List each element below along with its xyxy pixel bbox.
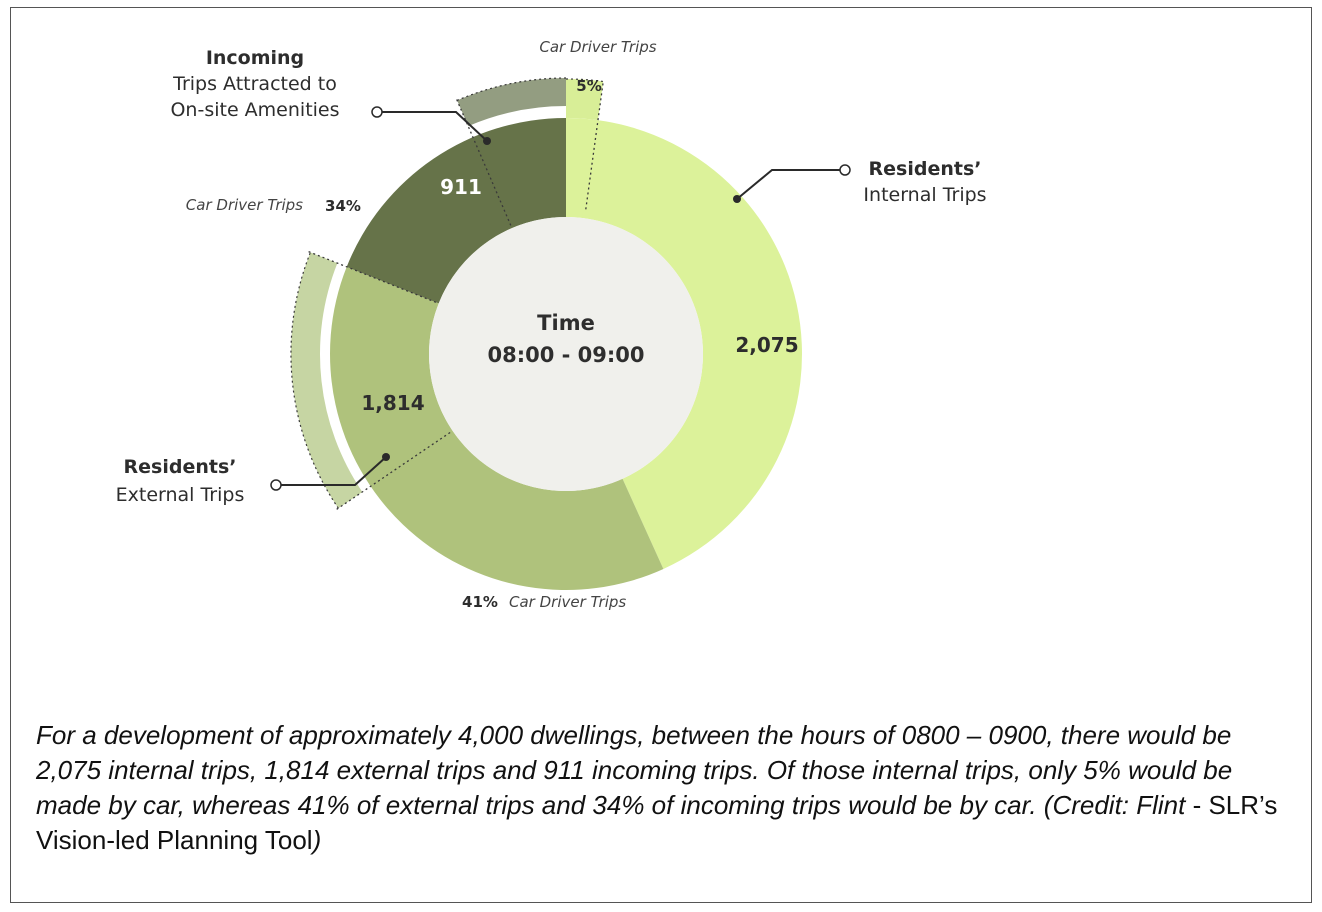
callout-subtitle-incoming-2: On-site Amenities xyxy=(170,99,339,121)
callout-line-internal xyxy=(736,169,840,200)
callout-end-incoming xyxy=(371,106,383,118)
caption-italic-text: For a development of approximately 4,000… xyxy=(36,720,1233,820)
pct-label-internal: 5% xyxy=(576,77,601,95)
car-driver-arc-internal xyxy=(565,78,604,83)
ring-segment-incoming xyxy=(346,118,566,304)
car-driver-sector-incoming xyxy=(457,78,566,127)
car-label-internal: Car Driver Trips xyxy=(539,38,656,56)
ring-segment-internal xyxy=(566,118,802,569)
car-driver-arc-incoming xyxy=(456,77,567,101)
car-driver-divider-external-start xyxy=(335,431,451,511)
callout-title-external: Residents’ xyxy=(124,456,237,478)
callout-dot-external xyxy=(382,453,390,461)
center-title: Time xyxy=(537,311,595,335)
donut-chart: 2,075 1,814 911 Time 08:00 - 09:00 Residents’… xyxy=(116,38,987,611)
callout-subtitle-external: External Trips xyxy=(116,484,245,506)
center-time-range: 08:00 - 09:00 xyxy=(487,343,644,367)
callout-end-internal xyxy=(839,164,851,176)
caption-close-paren: ) xyxy=(312,825,322,855)
car-driver-sector-external xyxy=(290,252,363,509)
callout-title-internal: Residents’ xyxy=(869,158,982,180)
callout-line-external xyxy=(281,456,387,486)
value-label-internal: 2,075 xyxy=(735,333,798,357)
figure-caption: For a development of approximately 4,000… xyxy=(36,718,1296,858)
callout-dot-internal xyxy=(733,195,741,203)
car-label-incoming: Car Driver Trips xyxy=(186,196,303,214)
callout-title-incoming: Incoming xyxy=(206,47,304,69)
car-driver-divider-internal xyxy=(585,80,605,210)
value-label-incoming: 911 xyxy=(440,175,482,199)
caption-plain-text: - SLR’s Vision-led Planning Tool xyxy=(36,790,1278,855)
center-disc xyxy=(429,217,703,491)
car-label-external: Car Driver Trips xyxy=(509,593,626,611)
car-driver-sector-internal xyxy=(566,79,604,121)
pct-label-incoming: 34% xyxy=(325,197,361,215)
car-driver-arc-external xyxy=(290,252,339,509)
ring-segment-external xyxy=(330,266,664,590)
callout-subtitle-internal: Internal Trips xyxy=(863,184,986,206)
callout-subtitle-incoming-1: Trips Attracted to xyxy=(172,73,337,95)
callout-end-external xyxy=(270,479,282,491)
pct-label-external: 41% xyxy=(462,593,498,611)
callout-dot-incoming xyxy=(483,137,491,145)
callout-line-incoming xyxy=(382,111,488,142)
value-label-external: 1,814 xyxy=(361,391,424,415)
